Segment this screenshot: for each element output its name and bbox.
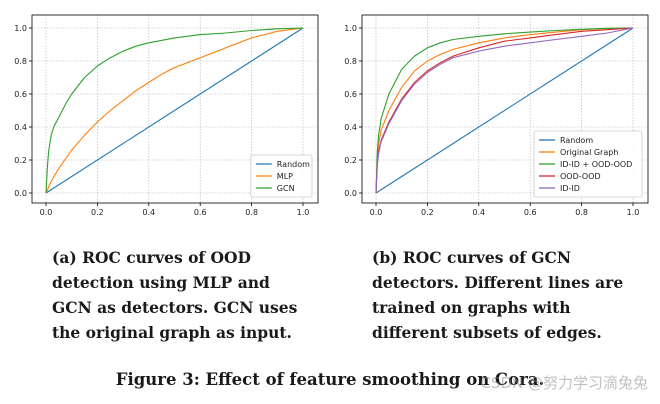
y-tick-label: 1.0: [14, 24, 27, 33]
plot-frame: [31, 14, 319, 204]
legend-label: GCN: [277, 184, 295, 193]
x-tick-label: 0.4: [142, 208, 155, 217]
series-line-id-id: [375, 27, 634, 194]
y-tick-label: 0.0: [344, 189, 357, 198]
series-line-random: [45, 27, 304, 194]
figure-caption: Figure 3: Effect of feature smoothing on…: [115, 370, 545, 389]
y-tick-label: 0.4: [344, 123, 357, 132]
x-tick-label: 0.0: [40, 208, 53, 217]
y-tick-label: 0.4: [14, 123, 27, 132]
y-tick-label: 0.6: [14, 90, 27, 99]
subfigure-caption-b: (b) ROC curves of GCN detectors. Differe…: [372, 248, 624, 342]
y-tick-label: 0.8: [14, 57, 27, 66]
legend-label: ID-ID: [560, 184, 580, 193]
y-tick-label: 1.0: [344, 24, 357, 33]
roc-chart-gcn-detectors: 0.0 0.2 0.4 0.6 0.8 1.0 0.0 0.2 0.4 0.6 0.8 1.0 Rand…: [344, 14, 649, 217]
x-tick-label: 0.8: [245, 208, 258, 217]
legend-label: Random: [560, 136, 593, 145]
y-tick-label: 0.0: [14, 189, 27, 198]
legend-label: Random: [277, 160, 310, 169]
legend-box: [250, 154, 313, 198]
y-tick-label: 0.8: [344, 57, 357, 66]
x-tick-label: 0.6: [194, 208, 207, 217]
series-line-original-graph: [375, 27, 634, 194]
x-tick-label: 0.6: [524, 208, 537, 217]
x-tick-label: 0.4: [472, 208, 485, 217]
x-tick-label: 1.0: [297, 208, 310, 217]
y-tick-label: 0.2: [344, 156, 357, 165]
series-line-random: [375, 27, 634, 194]
x-tick-label: 0.2: [421, 208, 434, 217]
series-line-mlp: [45, 27, 304, 194]
series-line-id-id-ood-ood: [375, 27, 634, 194]
y-tick-label: 0.6: [344, 90, 357, 99]
watermark: CSDN @努力学习滴兔兔: [480, 374, 648, 392]
series-line-gcn: [45, 27, 304, 194]
legend-label: ID-ID + OOD-OOD: [560, 160, 632, 169]
legend-box: [533, 130, 643, 198]
legend-label: OOD-OOD: [560, 172, 601, 181]
y-tick-label: 0.2: [14, 156, 27, 165]
subfigure-caption-a: (a) ROC curves of OOD detection using ML…: [52, 248, 298, 342]
roc-chart-mlp-gcn: 0.0 0.2 0.4 0.6 0.8 1.0 0.0 0.2 0.4 0.6 0.8 1.0 Rand…: [14, 14, 319, 217]
legend-label: MLP: [277, 172, 293, 181]
plot-frame: [361, 14, 649, 204]
x-tick-label: 0.8: [575, 208, 588, 217]
x-tick-label: 0.0: [370, 208, 383, 217]
legend-label: Original Graph: [560, 148, 618, 157]
x-tick-label: 1.0: [627, 208, 640, 217]
x-tick-label: 0.2: [91, 208, 104, 217]
